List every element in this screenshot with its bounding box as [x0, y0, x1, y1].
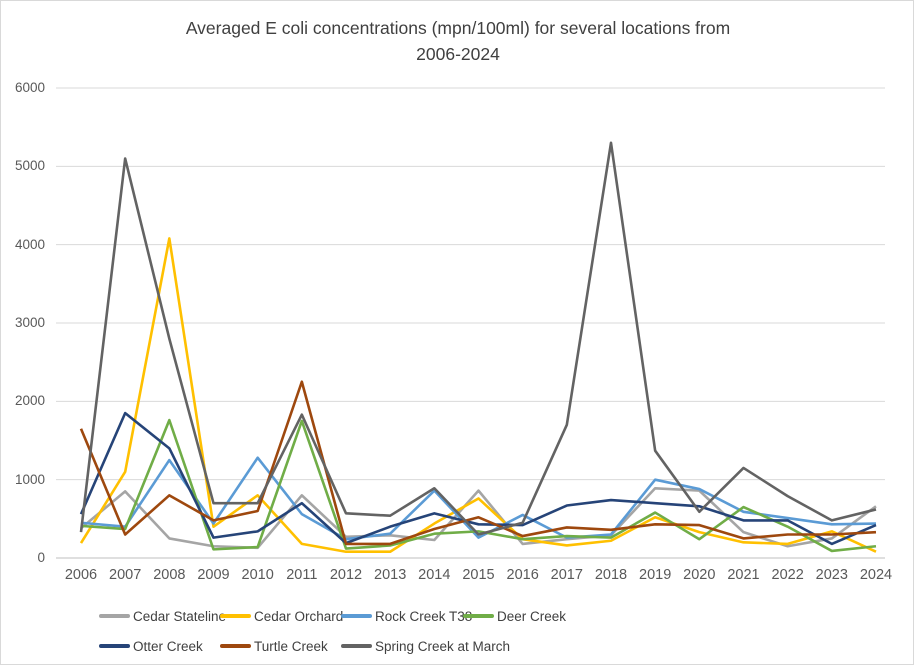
y-tick-label-4000: 4000	[14, 236, 45, 252]
series-line-deer-creek	[80, 418, 877, 553]
legend-label: Deer Creek	[497, 608, 567, 624]
legend-swatch-icon	[99, 614, 130, 618]
series-line-turtle-creek	[79, 380, 877, 546]
legend-swatch-icon	[463, 614, 494, 618]
x-tick-label-2024: 2024	[859, 567, 893, 583]
legend-item-otter-creek: Otter Creek	[99, 637, 203, 655]
legend-swatch-icon	[341, 614, 372, 618]
legend-swatch-icon	[220, 614, 251, 618]
y-tick-label-1000: 1000	[14, 471, 45, 487]
legend-item-deer-creek: Deer Creek	[463, 607, 566, 625]
x-tick-label-2022: 2022	[771, 567, 804, 583]
chart-title: Averaged E coli concentrations (mpn/100m…	[1, 15, 913, 67]
x-tick-label-2006: 2006	[64, 567, 98, 583]
x-tick-label-2014: 2014	[418, 567, 451, 583]
x-tick-label-2015: 2015	[462, 567, 495, 583]
series-line-rock-creek-t38	[80, 456, 877, 541]
legend-swatch-icon	[99, 644, 130, 648]
x-tick-label-2021: 2021	[727, 567, 760, 583]
y-tick-label-5000: 5000	[14, 158, 45, 174]
legend-item-turtle-creek: Turtle Creek	[220, 637, 328, 655]
legend-label: Cedar Orchard	[254, 608, 344, 624]
x-tick-label-2009: 2009	[197, 567, 230, 583]
x-tick-label-2017: 2017	[550, 567, 583, 583]
legend-item-rock-creek-t38: Rock Creek T38	[341, 607, 472, 625]
y-tick-label-6000: 6000	[14, 80, 45, 95]
legend-label: Otter Creek	[133, 638, 203, 654]
y-tick-label-3000: 3000	[14, 315, 45, 330]
x-tick-label-2012: 2012	[329, 567, 363, 583]
legend-item-cedar-stateline: Cedar Stateline	[99, 607, 226, 625]
y-tick-label-0: 0	[37, 550, 45, 565]
legend-label: Cedar Stateline	[133, 608, 227, 624]
chart-title-line2: 2006-2024	[416, 44, 500, 64]
chart-title-line1: Averaged E coli concentrations (mpn/100m…	[185, 18, 731, 38]
series-line-cedar-orchard	[79, 237, 877, 554]
legend-swatch-icon	[220, 644, 251, 648]
x-tick-label-2019: 2019	[639, 567, 672, 583]
x-tick-label-2020: 2020	[683, 567, 716, 583]
series-line-spring-creek-at-march	[79, 141, 877, 536]
legend-item-spring-creek-at-march: Spring Creek at March	[341, 637, 510, 655]
x-tick-label-2011: 2011	[286, 567, 318, 583]
x-tick-label-2008: 2008	[153, 567, 186, 583]
legend-swatch-icon	[341, 644, 372, 648]
x-tick-label-2013: 2013	[374, 567, 407, 583]
legend-item-cedar-orchard: Cedar Orchard	[220, 607, 343, 625]
x-tick-label-2018: 2018	[594, 567, 628, 583]
legend-label: Rock Creek T38	[375, 608, 473, 624]
x-tick-label-2007: 2007	[109, 567, 142, 583]
x-tick-label-2010: 2010	[241, 567, 274, 583]
x-tick-label-2023: 2023	[815, 567, 848, 583]
x-tick-label-2016: 2016	[506, 567, 539, 583]
plot-area	[56, 87, 885, 559]
legend-label: Turtle Creek	[254, 638, 328, 654]
series-line-otter-creek	[79, 411, 877, 546]
y-tick-label-2000: 2000	[14, 393, 45, 409]
legend-label: Spring Creek at March	[375, 638, 511, 654]
